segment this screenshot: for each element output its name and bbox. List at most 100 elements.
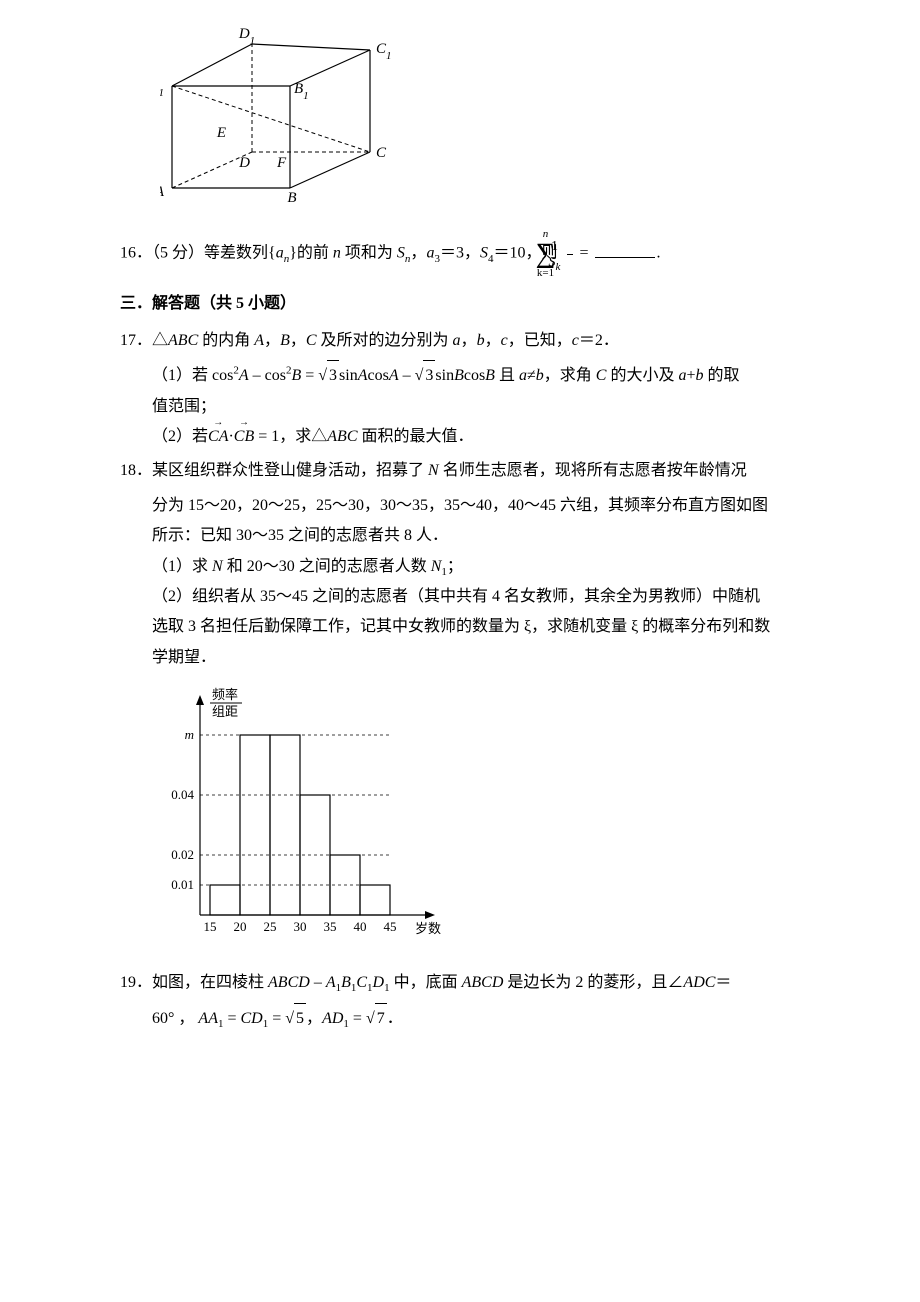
q17-A: A bbox=[254, 332, 264, 349]
C: C bbox=[596, 367, 607, 384]
N: N bbox=[428, 462, 439, 479]
t: 面积的最大值． bbox=[358, 428, 474, 445]
cos: cos bbox=[464, 367, 485, 384]
svg-text:m: m bbox=[185, 727, 194, 742]
svg-text:D: D bbox=[238, 155, 250, 171]
d: – bbox=[310, 974, 326, 991]
svg-text:15: 15 bbox=[204, 919, 217, 934]
q18-l2: 分为 15～20，20～25，25～30，30～35，35～40，40～45 六… bbox=[152, 491, 800, 521]
svg-text:C: C bbox=[376, 145, 387, 161]
svg-text:频率: 频率 bbox=[212, 687, 238, 702]
svg-text:组距: 组距 bbox=[212, 704, 238, 719]
adc: ADC bbox=[683, 974, 715, 991]
question-17: 17．△ABC 的内角 A，B，C 及所对的边分别为 a，b，c，已知，c＝2． bbox=[152, 326, 800, 356]
q17-part1: （1）若 cos2A – cos2B = √3sinAcosA – √3sinB… bbox=[152, 360, 800, 391]
q18-p1: （1）求 N 和 20～30 之间的志愿者人数 N1； bbox=[152, 552, 800, 582]
svg-text:25: 25 bbox=[264, 919, 277, 934]
svg-text:A: A bbox=[160, 184, 165, 200]
answer-blank[interactable] bbox=[595, 241, 655, 258]
m: – cos bbox=[249, 367, 286, 384]
c1: C bbox=[356, 974, 367, 991]
q18-p2c: 学期望． bbox=[152, 643, 800, 673]
A: A bbox=[389, 367, 399, 384]
A: A bbox=[239, 367, 249, 384]
t: （1）求 bbox=[152, 558, 212, 575]
eq: = bbox=[268, 1010, 285, 1027]
q17p1a: （1）若 cos bbox=[152, 367, 233, 384]
a: A bbox=[208, 1010, 218, 1027]
q17-B: B bbox=[280, 332, 290, 349]
rad: 3 bbox=[327, 360, 339, 391]
cube-figure: A B C D A1 B1 C1 D1 E F bbox=[160, 20, 800, 221]
r: 7 bbox=[375, 1003, 387, 1034]
c: ， bbox=[290, 332, 306, 349]
t: 中，底面 bbox=[390, 974, 462, 991]
q19-num: 19． bbox=[120, 974, 152, 991]
q16-eq: = bbox=[575, 245, 592, 262]
svg-text:B: B bbox=[287, 190, 296, 206]
c: C bbox=[241, 1010, 252, 1027]
q18-num: 18． bbox=[120, 462, 152, 479]
a: a bbox=[519, 367, 527, 384]
and: 且 bbox=[495, 367, 519, 384]
frac-num: 1 bbox=[567, 239, 573, 255]
histogram-figure: 频率组距岁数0.010.020.04m15202530354045 bbox=[160, 685, 800, 956]
sp: – bbox=[399, 367, 415, 384]
svg-text:40: 40 bbox=[354, 919, 367, 934]
b: b bbox=[536, 367, 544, 384]
B: B bbox=[291, 367, 301, 384]
q17-a: a bbox=[453, 332, 461, 349]
q17-part2: （2）若CA·CB = 1，求△ABC 面积的最大值． bbox=[152, 422, 800, 452]
svg-text:岁数: 岁数 bbox=[415, 921, 441, 936]
svg-text:A1: A1 bbox=[160, 78, 164, 99]
q16-n: n bbox=[333, 245, 341, 262]
q17-t1: △ bbox=[152, 332, 168, 349]
B: B bbox=[454, 367, 464, 384]
q16-points: （5 分） bbox=[152, 245, 204, 262]
eq: = bbox=[223, 1010, 240, 1027]
sqrt7: √7 bbox=[366, 1003, 387, 1034]
q17-t4: ，已知， bbox=[508, 332, 572, 349]
q18-p2b: 选取 3 名担任后勤保障工作，记其中女教师的数量为 ξ，求随机变量 ξ 的概率分… bbox=[152, 612, 800, 642]
q17-C: C bbox=[306, 332, 317, 349]
c: ， bbox=[461, 332, 477, 349]
sqrt3: √3 bbox=[415, 360, 436, 391]
vec-ca: CA bbox=[208, 422, 228, 452]
t: 的取 bbox=[703, 367, 739, 384]
q18-p2a: （2）组织者从 35～45 之间的志愿者（其中共有 4 名女教师，其余全为男教师… bbox=[152, 582, 800, 612]
cos: cos bbox=[368, 367, 389, 384]
q17-abc: ABC bbox=[168, 332, 198, 349]
q17-t2: 的内角 bbox=[198, 332, 254, 349]
a: A bbox=[198, 1010, 208, 1027]
c: ， bbox=[306, 1010, 322, 1027]
q18-l3: 所示：已知 30～35 之间的志愿者共 8 人． bbox=[152, 521, 800, 551]
eq: = bbox=[301, 367, 318, 384]
q16-period: . bbox=[657, 245, 661, 262]
sqrt5: √5 bbox=[285, 1003, 306, 1034]
c: ， bbox=[264, 332, 280, 349]
t: ，求角 bbox=[544, 367, 596, 384]
svg-text:0.01: 0.01 bbox=[171, 877, 194, 892]
q16-num: 16． bbox=[120, 245, 152, 262]
t: 某区组织群众性登山健身活动，招募了 bbox=[152, 462, 428, 479]
N: N bbox=[212, 558, 223, 575]
eq: = bbox=[349, 1010, 366, 1027]
p: ． bbox=[387, 1010, 403, 1027]
frac-den-sub: k bbox=[556, 261, 561, 273]
t: 和 20～30 之间的志愿者人数 bbox=[223, 558, 431, 575]
abcd: ABCD bbox=[462, 974, 504, 991]
t: ＝ bbox=[715, 974, 731, 991]
svg-text:E: E bbox=[216, 125, 226, 141]
d: D bbox=[251, 1010, 263, 1027]
q17-b: b bbox=[477, 332, 485, 349]
t: 名师生志愿者，现将所有志愿者按年龄情况 bbox=[439, 462, 747, 479]
q16-text: 等差数列{ bbox=[204, 245, 276, 262]
frac-den: Sk bbox=[567, 255, 573, 270]
t: 的大小及 bbox=[606, 367, 678, 384]
q16-an: a bbox=[276, 245, 284, 262]
b1: B bbox=[341, 974, 351, 991]
A: A bbox=[358, 367, 368, 384]
svg-text:C1: C1 bbox=[376, 41, 392, 62]
q17-cv: c bbox=[501, 332, 508, 349]
q16-t2: }的前 bbox=[289, 245, 333, 262]
